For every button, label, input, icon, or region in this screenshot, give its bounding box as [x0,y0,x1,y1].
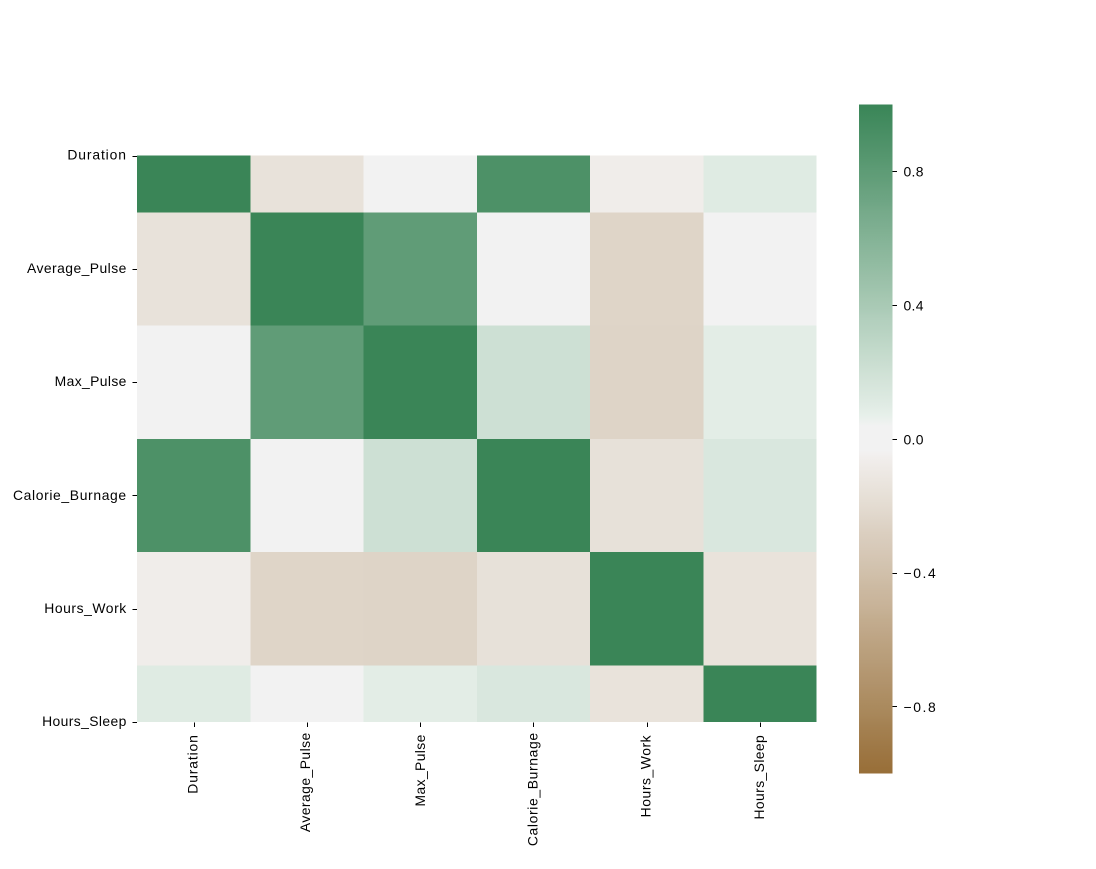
svg-text:0.4: 0.4 [904,298,924,314]
svg-text:Hours_Sleep: Hours_Sleep [42,713,127,729]
svg-text:Calorie_Burnage: Calorie_Burnage [524,732,540,846]
svg-text:Average_Pulse: Average_Pulse [297,732,313,832]
svg-text:−0.8: −0.8 [904,699,938,715]
svg-text:0.8: 0.8 [904,164,924,180]
svg-text:Hours_Work: Hours_Work [44,600,127,616]
svg-text:Duration: Duration [185,734,201,793]
svg-text:Hours_Work: Hours_Work [638,735,654,818]
svg-text:Calorie_Burnage: Calorie_Burnage [13,487,127,503]
svg-text:−0.4: −0.4 [904,565,938,581]
svg-text:Duration: Duration [67,147,126,163]
svg-text:Max_Pulse: Max_Pulse [412,734,428,806]
svg-text:0.0: 0.0 [904,431,924,447]
svg-text:Max_Pulse: Max_Pulse [55,373,127,389]
svg-text:Hours_Sleep: Hours_Sleep [751,735,767,820]
svg-text:Average_Pulse: Average_Pulse [27,260,127,276]
